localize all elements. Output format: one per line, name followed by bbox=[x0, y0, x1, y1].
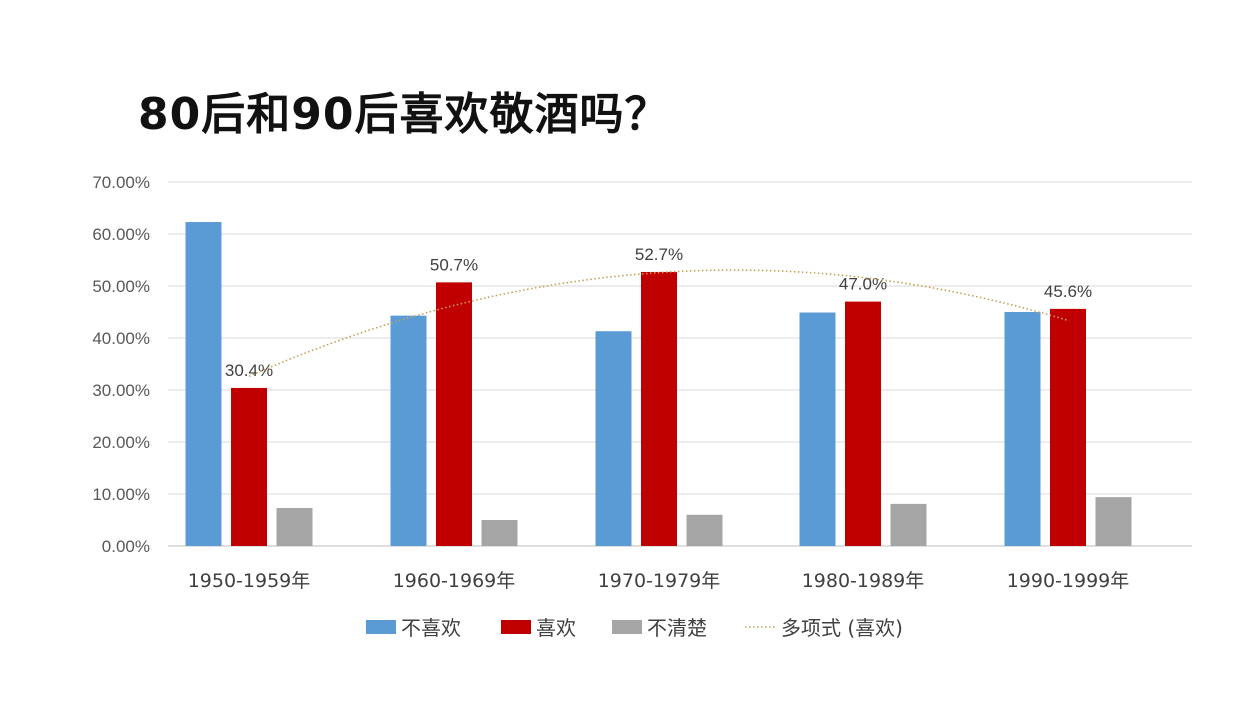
bar-unsure bbox=[1095, 497, 1132, 546]
data-label: 50.7% bbox=[430, 255, 478, 274]
bar-like bbox=[231, 387, 267, 546]
legend-like-swatch bbox=[501, 620, 531, 634]
legend-dislike-label: 不喜欢 bbox=[401, 616, 461, 640]
chart-title: 80后和90后喜欢敬酒吗？ bbox=[138, 89, 670, 140]
data-label: 47.0% bbox=[839, 275, 887, 294]
bar-dislike bbox=[799, 312, 836, 546]
data-label: 52.7% bbox=[635, 245, 683, 264]
bar-dislike bbox=[390, 315, 427, 546]
y-tick-label: 0.00% bbox=[102, 537, 150, 556]
x-tick-label: 1980-1989年 bbox=[802, 570, 925, 592]
bar-like bbox=[1050, 308, 1086, 546]
y-tick-label: 60.00% bbox=[92, 225, 150, 244]
x-tick-label: 1960-1969年 bbox=[393, 570, 516, 592]
bar-unsure bbox=[481, 520, 518, 546]
y-tick-label: 30.00% bbox=[92, 381, 150, 400]
bar-dislike bbox=[595, 331, 632, 546]
data-label: 30.4% bbox=[225, 361, 273, 380]
trendline bbox=[248, 269, 1070, 378]
legend-unsure-label: 不清楚 bbox=[647, 616, 707, 640]
bar-like bbox=[845, 301, 881, 546]
legend-unsure-swatch bbox=[612, 620, 642, 634]
data-label: 45.6% bbox=[1044, 282, 1092, 301]
y-tick-label: 20.00% bbox=[92, 433, 150, 452]
bar-like bbox=[641, 271, 677, 546]
legend-trendline-label: 多项式 (喜欢) bbox=[781, 616, 903, 640]
y-tick-label: 40.00% bbox=[92, 329, 150, 348]
bar-unsure bbox=[276, 508, 313, 546]
x-tick-label: 1970-1979年 bbox=[598, 570, 721, 592]
y-tick-label: 50.00% bbox=[92, 277, 150, 296]
y-tick-label: 70.00% bbox=[92, 173, 150, 192]
bar-unsure bbox=[890, 503, 927, 546]
bar-like bbox=[436, 282, 472, 546]
bar-unsure bbox=[686, 514, 723, 546]
x-tick-label: 1990-1999年 bbox=[1007, 570, 1130, 592]
y-tick-label: 10.00% bbox=[92, 485, 150, 504]
legend-like-label: 喜欢 bbox=[536, 616, 576, 640]
bar-dislike bbox=[185, 222, 222, 547]
x-tick-label: 1950-1959年 bbox=[188, 570, 311, 592]
legend-dislike-swatch bbox=[366, 620, 396, 634]
bar-dislike bbox=[1004, 312, 1041, 546]
